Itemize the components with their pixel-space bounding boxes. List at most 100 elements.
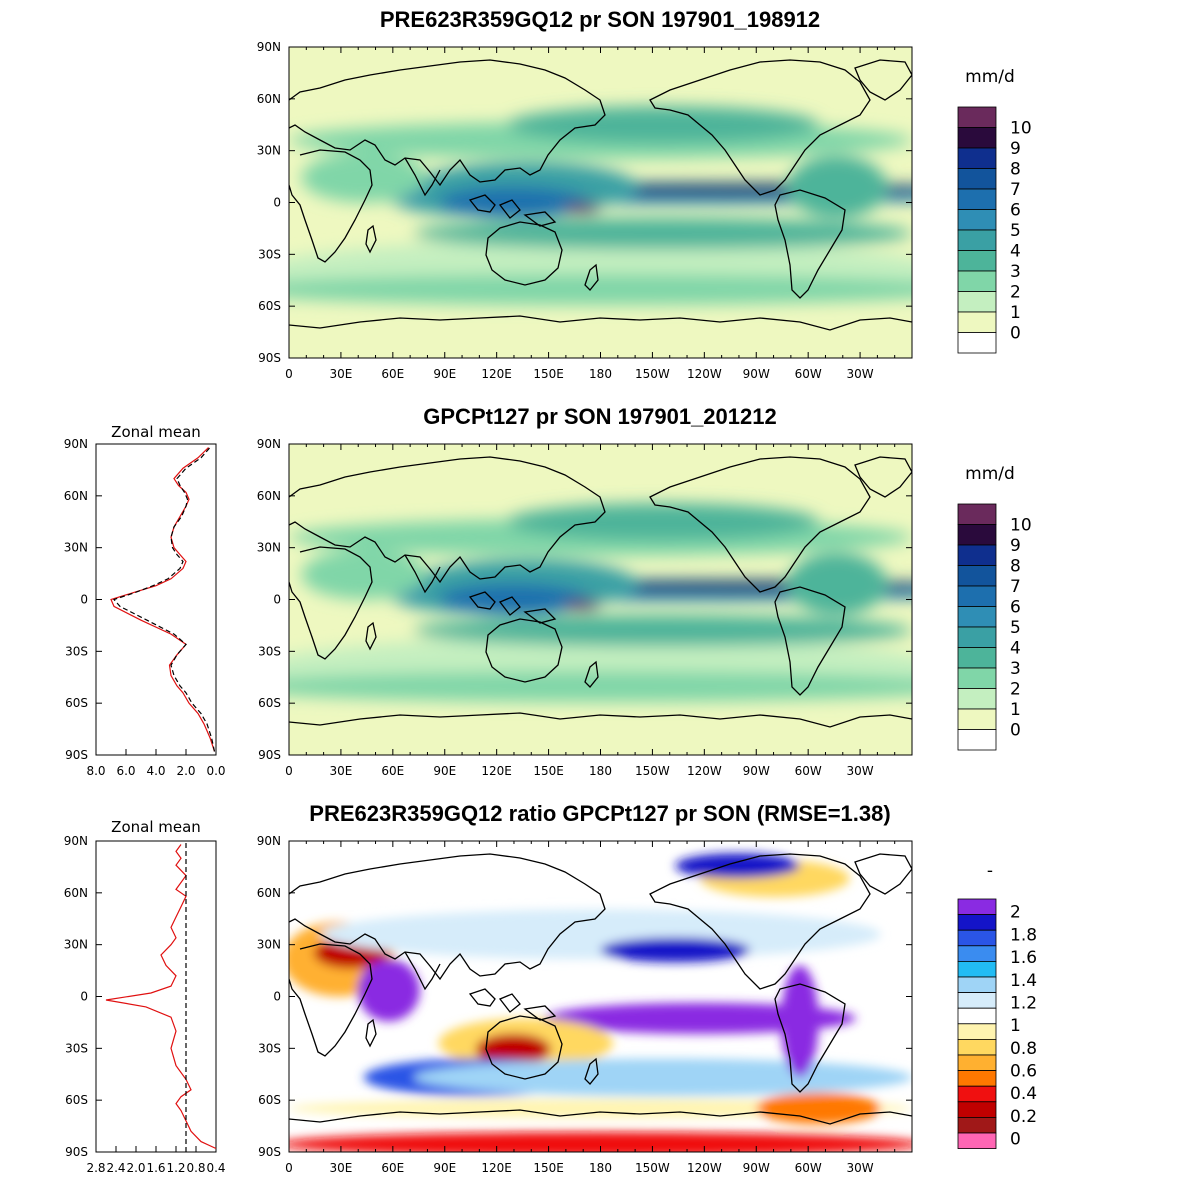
x-tick-label: 120W [687,764,722,778]
colorbar-box [957,168,997,190]
map-field [289,503,912,703]
x-tick-label: 8.0 [86,764,105,778]
field-shading [787,552,888,616]
colorbar-box [957,1023,997,1040]
y-tick-label: 60N [257,92,281,106]
colorbar-box [957,270,997,292]
x-tick-label: 180 [589,1161,612,1175]
colorbar-box [957,914,997,931]
y-tick-label: 30N [64,938,88,952]
colorbar-box [957,1085,997,1103]
colorbar-label: 2 [1010,680,1021,700]
x-tick-label: 0.0 [206,764,225,778]
colorbar-label: 1 [1010,700,1021,720]
colorbar-label: 0.2 [1010,1107,1037,1127]
x-tick-label: 120E [481,1161,512,1175]
x-tick-label: 60W [795,1161,822,1175]
field-shading [413,1058,912,1097]
x-tick-label: 2.8 [86,1161,105,1175]
x-tick-label: 60E [381,764,404,778]
x-tick-label: 2.0 [176,764,195,778]
colorbar-label: 3 [1010,262,1021,282]
colorbar-box [957,667,997,689]
y-tick-label: 30N [257,541,281,555]
y-tick-label: 0 [80,990,88,1004]
zonal-series-line [110,447,216,752]
colorbar-label: 1.4 [1010,971,1037,991]
map-panel-1: 90N 60N 30N 0 30S 60S 90S 0 30E 60E 90E 120E 150E 180… [257,40,913,381]
colorbar-label: 0.6 [1010,1062,1037,1082]
y-tick-label: 60S [258,1093,281,1107]
y-tick-label: 30N [257,938,281,952]
colorbar-label: 9 [1010,139,1021,159]
x-tick-label: 150W [635,764,670,778]
colorbar-label: 4 [1010,639,1021,659]
colorbar-label: 10 [1010,516,1032,536]
colorbar-box [957,1054,997,1072]
field-shading [544,1002,856,1034]
y-tick-label: 30S [65,644,88,658]
colorbar-box [957,647,997,669]
colorbar-box [957,188,997,210]
field-shading [320,909,881,960]
colorbar-box [957,1007,997,1025]
x-tick-label: 60E [381,1161,404,1175]
field-shading [507,503,819,541]
x-tick-label: 0 [285,764,293,778]
y-tick-label: 0 [273,990,281,1004]
field-shading [301,549,427,600]
y-tick-label: 30N [257,144,281,158]
x-tick-label: 120W [687,367,722,381]
x-tick-label: 150E [533,1161,564,1175]
y-tick-label: 90N [257,834,281,848]
colorbar-box [957,229,997,251]
x-tick-label: 30E [329,367,352,381]
y-tick-label: 30S [258,247,281,261]
colorbar-label: 8 [1010,557,1021,577]
colorbar-label: 6 [1010,598,1021,618]
field-shading [563,601,601,611]
x-tick-label: 0.8 [186,1161,205,1175]
field-shading [563,204,601,214]
x-tick-label: 0 [285,1161,293,1175]
colorbar-label: 7 [1010,180,1021,200]
colorbar-label: 1.8 [1010,925,1037,945]
panel-1-units: mm/d [965,67,1015,87]
colorbar-box [957,1117,997,1134]
colorbar-label: 7 [1010,577,1021,597]
x-tick-label: 180 [589,764,612,778]
colorbar-box [957,1101,997,1118]
colorbar-label: 9 [1010,536,1021,556]
y-tick-label: 30S [258,644,281,658]
panel-1-title: PRE623R359GQ12 pr SON 197901_198912 [380,7,820,32]
y-tick-label: 60N [64,886,88,900]
colorbar-label: 10 [1010,119,1032,139]
zonal-frame [95,840,217,1153]
y-tick-label: 90N [257,437,281,451]
field-shading [781,965,819,1078]
x-tick-label: 180 [589,367,612,381]
colorbar-box [957,961,997,978]
y-tick-label: 0 [80,593,88,607]
y-tick-label: 60N [64,489,88,503]
colorbar-label: 0.4 [1010,1084,1037,1104]
y-tick-label: 60N [257,886,281,900]
x-tick-label: 90E [433,764,456,778]
colorbar-label: 1.6 [1010,948,1037,968]
field-shading [413,218,912,250]
y-tick-label: 90N [257,40,281,54]
colorbar-box [957,524,997,546]
field-shading [787,155,888,219]
zonal-mean-plot-1: 90N 60N 30N 0 30S 60S 90S 8.0 6.0 4.0 2.0 0.0 [64,437,226,778]
colorbar-box [957,209,997,231]
colorbar-box [957,626,997,648]
x-tick-label: 4.0 [146,764,165,778]
colorbar-label: 6 [1010,201,1021,221]
x-tick-label: 150E [533,764,564,778]
colorbar-label: 4 [1010,242,1021,262]
colorbar-box [957,585,997,607]
colorbar-label: 0 [1010,324,1021,344]
x-tick-label: 30E [329,764,352,778]
